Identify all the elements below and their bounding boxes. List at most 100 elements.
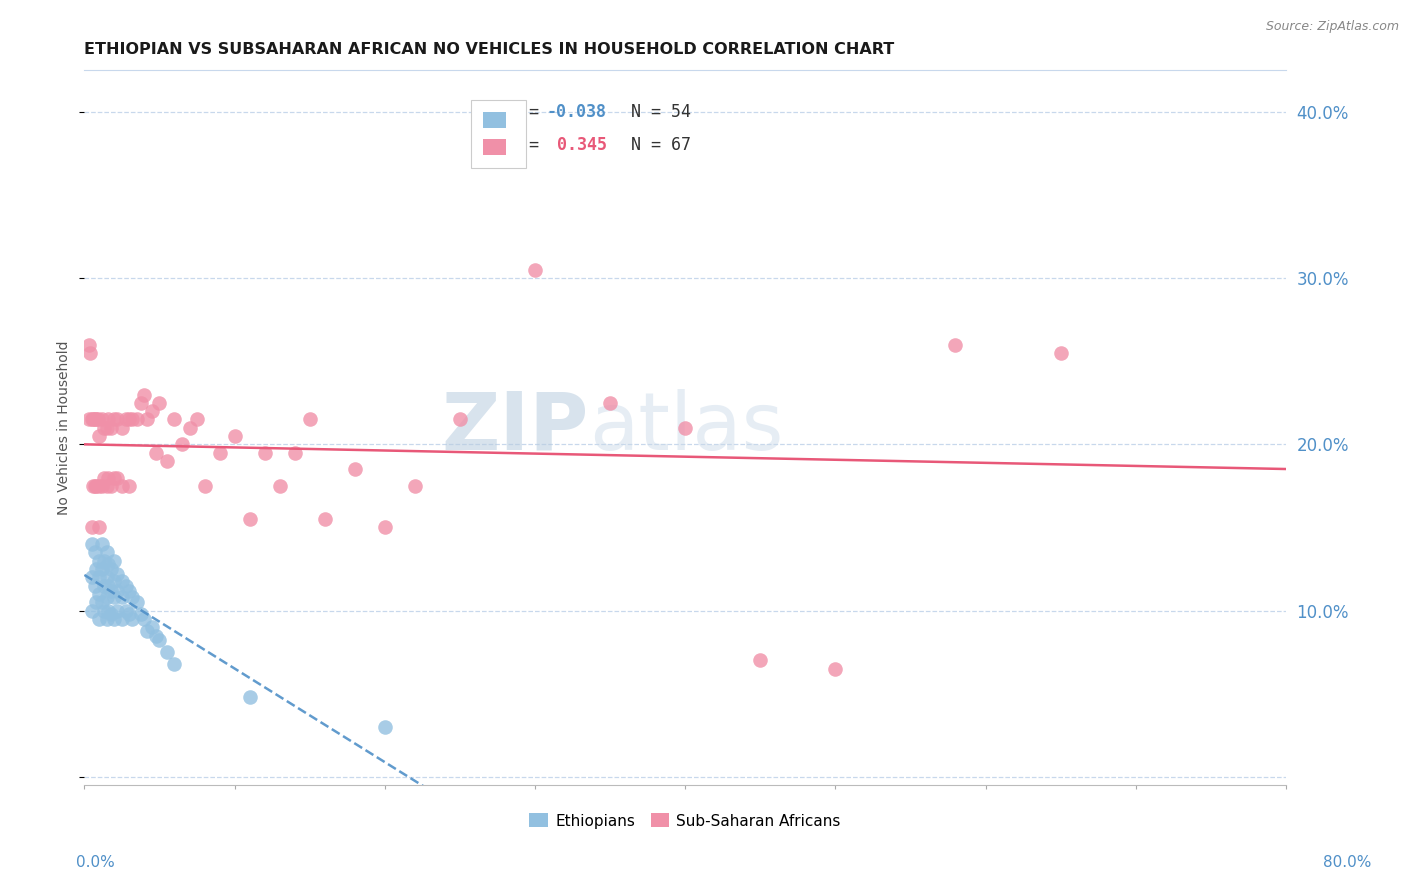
Point	[97, 557, 120, 571]
Point	[163, 412, 186, 426]
Point	[96, 421, 118, 435]
Text: -0.038: -0.038	[547, 103, 607, 121]
Point	[141, 620, 163, 634]
Point	[103, 412, 125, 426]
Point	[107, 583, 129, 598]
Point	[121, 591, 143, 605]
Point	[89, 479, 111, 493]
Point	[343, 462, 366, 476]
Point	[93, 579, 115, 593]
Point	[86, 595, 108, 609]
Point	[107, 567, 129, 582]
Point	[145, 445, 167, 459]
Point	[107, 470, 129, 484]
Point	[239, 690, 262, 704]
Text: 0.0%: 0.0%	[76, 855, 115, 870]
Point	[107, 412, 129, 426]
Point	[118, 479, 141, 493]
Point	[284, 445, 307, 459]
Text: 80.0%: 80.0%	[1323, 855, 1371, 870]
Point	[134, 387, 156, 401]
Text: Source: ZipAtlas.com: Source: ZipAtlas.com	[1265, 20, 1399, 33]
Point	[599, 396, 621, 410]
Point	[103, 470, 125, 484]
Point	[170, 437, 193, 451]
Point	[314, 512, 336, 526]
Point	[80, 412, 103, 426]
Point	[82, 412, 104, 426]
Point	[118, 412, 141, 426]
Point	[125, 412, 148, 426]
Point	[253, 445, 276, 459]
Point	[111, 574, 134, 588]
Point	[103, 591, 125, 605]
Point	[269, 479, 291, 493]
Point	[1049, 346, 1071, 360]
Point	[136, 624, 159, 638]
Point	[82, 479, 104, 493]
Point	[97, 412, 120, 426]
Text: N = 54: N = 54	[610, 103, 690, 121]
Point	[111, 421, 134, 435]
Point	[89, 429, 111, 443]
Point	[96, 570, 118, 584]
Point	[186, 412, 208, 426]
Point	[91, 412, 114, 426]
Point	[298, 412, 321, 426]
Point	[96, 612, 118, 626]
Text: 0.345: 0.345	[547, 136, 607, 154]
Point	[103, 554, 125, 568]
Point	[80, 604, 103, 618]
Point	[97, 579, 120, 593]
Point	[77, 337, 100, 351]
Point	[83, 412, 105, 426]
Point	[86, 479, 108, 493]
Point	[91, 595, 114, 609]
Point	[91, 479, 114, 493]
Point	[134, 612, 156, 626]
Point	[945, 337, 967, 351]
Point	[824, 662, 846, 676]
Point	[91, 537, 114, 551]
Point	[141, 404, 163, 418]
Point	[89, 587, 111, 601]
Point	[96, 591, 118, 605]
Point	[80, 570, 103, 584]
Point	[87, 412, 110, 426]
Point	[93, 421, 115, 435]
Point	[156, 645, 179, 659]
Text: ZIP: ZIP	[441, 389, 589, 467]
Point	[100, 607, 122, 621]
Text: N = 67: N = 67	[610, 136, 690, 154]
Point	[111, 479, 134, 493]
Text: ETHIOPIAN VS SUBSAHARAN AFRICAN NO VEHICLES IN HOUSEHOLD CORRELATION CHART: ETHIOPIAN VS SUBSAHARAN AFRICAN NO VEHIC…	[84, 42, 894, 57]
Point	[148, 396, 170, 410]
Point	[89, 570, 111, 584]
Point	[107, 604, 129, 618]
Point	[83, 579, 105, 593]
Point	[103, 612, 125, 626]
Point	[89, 520, 111, 534]
Point	[86, 562, 108, 576]
Point	[80, 520, 103, 534]
Point	[121, 412, 143, 426]
Point	[156, 454, 179, 468]
Point	[77, 412, 100, 426]
Point	[91, 562, 114, 576]
Point	[100, 479, 122, 493]
Point	[93, 604, 115, 618]
Point	[118, 607, 141, 621]
Legend: Ethiopians, Sub-Saharan Africans: Ethiopians, Sub-Saharan Africans	[523, 807, 846, 835]
Point	[89, 612, 111, 626]
Text: atlas: atlas	[589, 389, 783, 467]
Point	[86, 412, 108, 426]
Point	[131, 396, 153, 410]
Point	[89, 554, 111, 568]
Point	[115, 604, 138, 618]
Point	[97, 604, 120, 618]
Point	[449, 412, 471, 426]
Point	[163, 657, 186, 671]
Point	[145, 628, 167, 642]
Point	[115, 412, 138, 426]
Point	[121, 612, 143, 626]
